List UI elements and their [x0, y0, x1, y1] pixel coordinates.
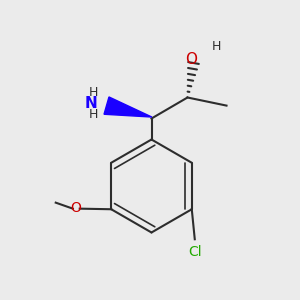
Text: N: N — [85, 96, 98, 111]
Polygon shape — [104, 97, 152, 117]
Text: H: H — [88, 108, 98, 121]
Text: H: H — [88, 86, 98, 100]
Text: O: O — [70, 201, 81, 215]
Text: H: H — [211, 40, 221, 53]
Text: Cl: Cl — [188, 245, 202, 259]
Text: O: O — [185, 52, 197, 68]
